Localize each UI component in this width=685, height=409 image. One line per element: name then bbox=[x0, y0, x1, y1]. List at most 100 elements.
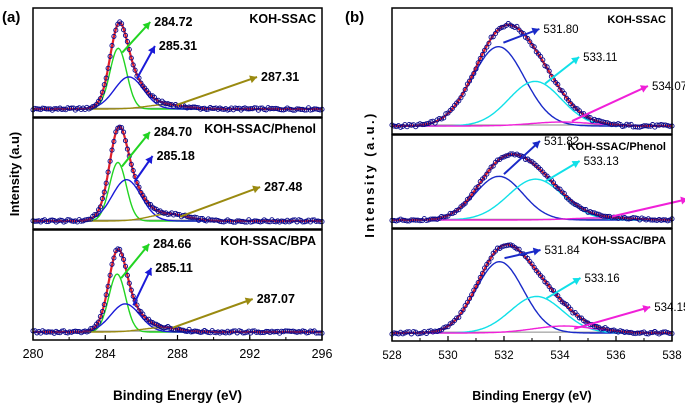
y-axis-label: Intensity (a.u.) bbox=[362, 111, 377, 238]
sample-label: KOH-SSAC bbox=[249, 12, 316, 26]
peak-label: 284.70 bbox=[154, 125, 192, 139]
data-point bbox=[105, 65, 111, 71]
data-point bbox=[124, 272, 130, 278]
peak-label: 285.31 bbox=[159, 39, 197, 53]
data-point bbox=[594, 211, 600, 217]
x-tick-label: 284 bbox=[95, 347, 116, 361]
data-point bbox=[460, 307, 466, 313]
data-point bbox=[107, 53, 113, 59]
data-point bbox=[466, 78, 473, 84]
data-point bbox=[662, 329, 669, 335]
data-point bbox=[428, 119, 434, 125]
data-point bbox=[441, 115, 447, 121]
peak-arrow-line bbox=[172, 298, 254, 329]
data-point bbox=[443, 214, 449, 220]
subplot-frame bbox=[391, 134, 673, 229]
data-point bbox=[113, 129, 119, 135]
peak-arrow-line bbox=[176, 76, 258, 106]
data-point bbox=[561, 190, 567, 197]
x-axis-label: Binding Energy (eV) bbox=[113, 388, 242, 403]
data-point bbox=[122, 263, 129, 269]
data-point bbox=[488, 34, 494, 40]
data-point bbox=[486, 40, 492, 46]
data-point bbox=[514, 246, 520, 252]
data-point bbox=[499, 24, 505, 30]
data-point bbox=[555, 293, 561, 299]
data-point bbox=[471, 70, 477, 77]
data-point bbox=[594, 323, 600, 330]
data-point bbox=[101, 189, 107, 195]
component-peak-2 bbox=[392, 178, 672, 221]
data-point bbox=[572, 105, 578, 111]
peak-arrow-line bbox=[571, 85, 649, 122]
data-point bbox=[86, 216, 92, 222]
x-tick-label: 296 bbox=[312, 347, 333, 361]
data-point bbox=[473, 283, 479, 289]
x-tick-label: 530 bbox=[438, 350, 457, 362]
peak-arrow-head bbox=[532, 247, 541, 256]
peak-arrow-line bbox=[503, 140, 541, 175]
peak-arrow-line bbox=[121, 131, 151, 168]
data-point bbox=[503, 153, 509, 159]
data-point bbox=[132, 67, 138, 73]
fit-envelope bbox=[33, 125, 322, 223]
data-point bbox=[529, 261, 535, 267]
data-point bbox=[134, 302, 140, 308]
data-point bbox=[88, 326, 94, 332]
peak-arrow-head bbox=[141, 244, 150, 252]
sample-label: KOH-SSAC bbox=[607, 14, 666, 26]
data-point bbox=[434, 328, 440, 334]
data-point bbox=[466, 195, 473, 201]
data-point bbox=[68, 105, 75, 111]
data-point bbox=[488, 255, 494, 261]
sample-label: KOH-SSAC/Phenol bbox=[204, 122, 316, 136]
data-point bbox=[408, 122, 414, 128]
peak-label: 284.72 bbox=[154, 15, 192, 29]
data-point bbox=[192, 214, 198, 220]
data-point bbox=[514, 23, 520, 29]
data-point bbox=[469, 74, 475, 80]
data-point bbox=[109, 147, 115, 153]
data-point bbox=[128, 287, 134, 293]
data-point bbox=[105, 283, 111, 289]
data-point bbox=[119, 252, 125, 258]
data-point bbox=[531, 44, 537, 50]
data-point bbox=[454, 207, 460, 213]
peak-arrow-head bbox=[144, 268, 152, 277]
data-point bbox=[97, 313, 103, 319]
data-point bbox=[128, 55, 134, 61]
data-point bbox=[242, 219, 248, 225]
peak-arrow-line bbox=[544, 56, 580, 85]
component-peak-2 bbox=[392, 295, 672, 334]
data-point bbox=[477, 55, 483, 61]
data-point bbox=[477, 274, 483, 280]
peak-arrow-head bbox=[252, 185, 261, 194]
data-point bbox=[458, 95, 464, 101]
data-point bbox=[130, 62, 136, 68]
peak-arrow-line bbox=[573, 306, 651, 330]
fit-envelope bbox=[392, 243, 672, 335]
peak-label: 287.07 bbox=[257, 292, 295, 306]
subplot-1: KOH-SSAC 531.80 533.11 534.07 bbox=[389, 7, 685, 135]
data-point bbox=[499, 155, 505, 161]
data-point bbox=[410, 329, 417, 335]
peak-arrow-line bbox=[179, 186, 261, 218]
data-point bbox=[544, 64, 550, 70]
x-tick-label: 288 bbox=[167, 347, 188, 361]
data-point bbox=[95, 319, 102, 325]
data-point bbox=[443, 324, 449, 330]
data-point bbox=[134, 179, 140, 186]
data-point bbox=[117, 246, 123, 252]
data-point bbox=[540, 275, 546, 281]
peak-label: 531.80 bbox=[543, 24, 578, 36]
data-point bbox=[393, 218, 399, 224]
x-tick-label: 528 bbox=[382, 350, 401, 362]
data-point bbox=[122, 138, 129, 144]
data-point bbox=[475, 60, 481, 66]
data-point bbox=[494, 157, 501, 163]
sample-label: KOH-SSAC/BPA bbox=[220, 234, 316, 248]
data-point bbox=[576, 315, 582, 321]
subplot-3: KOH-SSAC/BPA 284.66 285.11 287.07 bbox=[30, 229, 325, 341]
